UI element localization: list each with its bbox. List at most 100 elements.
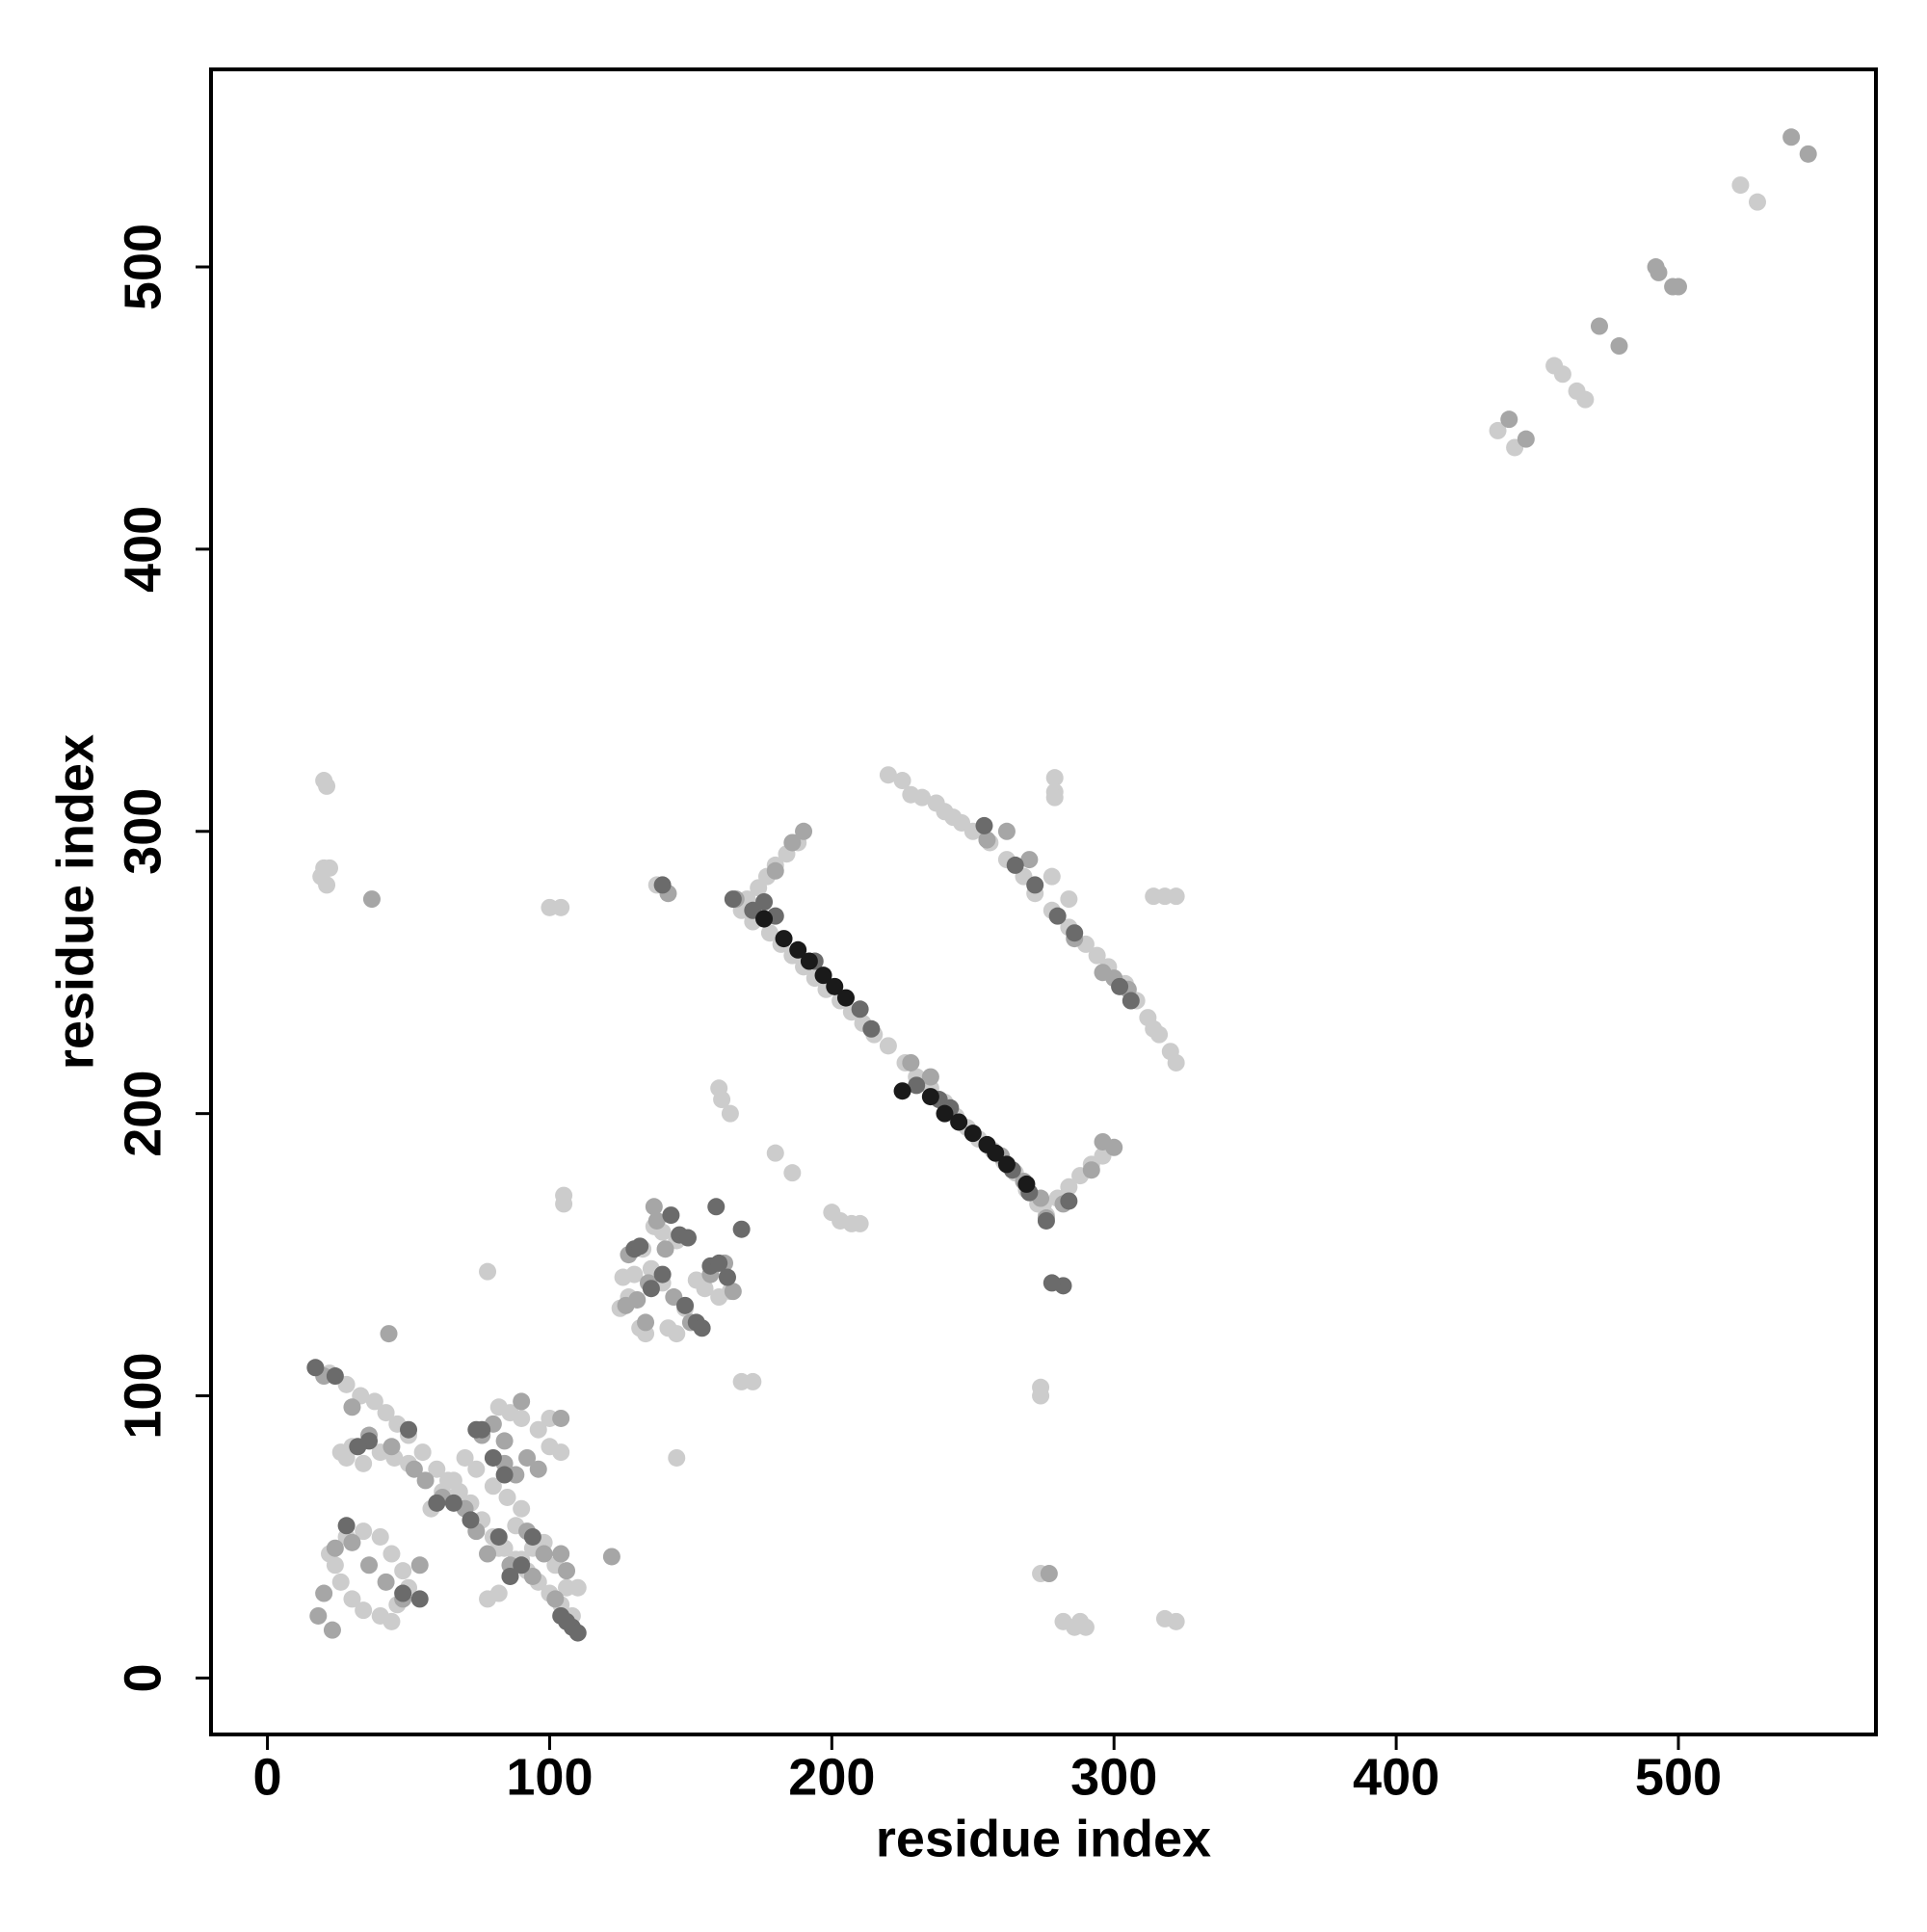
point: [383, 1545, 401, 1563]
x-tick-label: 0: [253, 1748, 282, 1806]
y-tick-label: 500: [114, 224, 172, 310]
point: [495, 1466, 514, 1484]
point: [921, 1068, 939, 1086]
point: [529, 1460, 547, 1478]
point: [552, 898, 570, 916]
point: [1500, 410, 1518, 429]
point: [662, 1206, 680, 1225]
point: [410, 1556, 429, 1575]
point: [987, 1144, 1005, 1162]
point: [678, 1229, 697, 1247]
point: [775, 930, 793, 948]
point: [950, 1113, 968, 1131]
point: [879, 1037, 897, 1055]
point: [642, 1280, 660, 1298]
point: [558, 1612, 576, 1630]
point: [1167, 1612, 1185, 1630]
point: [1111, 977, 1129, 995]
y-tick-label: 100: [114, 1352, 172, 1439]
plot-frame: [209, 67, 1878, 1736]
point: [456, 1448, 474, 1467]
point: [1045, 769, 1064, 787]
point: [535, 1545, 553, 1563]
point: [724, 890, 742, 909]
point: [936, 1104, 954, 1123]
point: [653, 876, 672, 894]
point: [568, 1624, 587, 1642]
point: [355, 1454, 373, 1472]
point: [1020, 851, 1039, 869]
point: [893, 772, 911, 790]
point: [1122, 992, 1140, 1010]
point: [1167, 887, 1185, 906]
point: [444, 1494, 462, 1512]
point: [337, 1517, 356, 1535]
point: [1017, 1175, 1036, 1193]
x-axis-title: residue index: [876, 1810, 1211, 1867]
point: [893, 1082, 911, 1100]
point: [964, 1125, 982, 1143]
point: [323, 1621, 341, 1639]
point: [732, 1220, 751, 1238]
point: [513, 1556, 531, 1575]
point: [908, 1076, 926, 1095]
point: [343, 1533, 361, 1551]
point: [755, 910, 774, 928]
point: [529, 1420, 547, 1439]
point: [558, 1562, 576, 1580]
point: [552, 1443, 570, 1462]
point: [1032, 1387, 1050, 1405]
point: [462, 1511, 480, 1529]
point: [523, 1527, 541, 1546]
point: [1782, 128, 1801, 146]
point: [362, 890, 381, 909]
point: [713, 1091, 731, 1109]
point: [1060, 890, 1078, 909]
point: [410, 1590, 429, 1608]
point: [1048, 907, 1067, 925]
point: [467, 1420, 486, 1439]
point: [394, 1562, 412, 1580]
point: [371, 1527, 389, 1546]
point: [628, 1290, 647, 1309]
point: [555, 1195, 573, 1213]
point: [851, 1000, 869, 1019]
point: [416, 1471, 435, 1490]
point: [552, 1545, 570, 1563]
point: [1026, 876, 1044, 894]
point: [668, 1448, 686, 1467]
point: [1517, 430, 1535, 448]
point: [318, 777, 336, 795]
point: [647, 1211, 666, 1230]
point: [326, 1539, 344, 1557]
point: [489, 1584, 508, 1602]
x-tick-label: 100: [506, 1748, 593, 1806]
point: [343, 1590, 361, 1608]
point: [484, 1448, 502, 1467]
point: [766, 861, 784, 880]
point: [1748, 193, 1766, 211]
point: [479, 1262, 497, 1281]
point: [836, 989, 855, 1007]
x-tick-label: 500: [1635, 1748, 1722, 1806]
point: [467, 1460, 486, 1478]
point: [1066, 924, 1084, 942]
point: [631, 1237, 649, 1256]
point: [394, 1584, 412, 1602]
x-tick-label: 300: [1070, 1748, 1157, 1806]
point: [693, 1319, 711, 1337]
point: [1590, 317, 1608, 335]
point: [653, 1265, 672, 1284]
point: [489, 1527, 508, 1546]
point: [656, 1240, 674, 1258]
point: [315, 1584, 333, 1602]
point: [383, 1612, 401, 1630]
point: [614, 1268, 632, 1286]
point: [568, 1578, 587, 1597]
point: [851, 1214, 869, 1232]
point: [428, 1494, 446, 1512]
point: [978, 831, 996, 849]
point: [498, 1488, 516, 1506]
point: [513, 1409, 531, 1427]
